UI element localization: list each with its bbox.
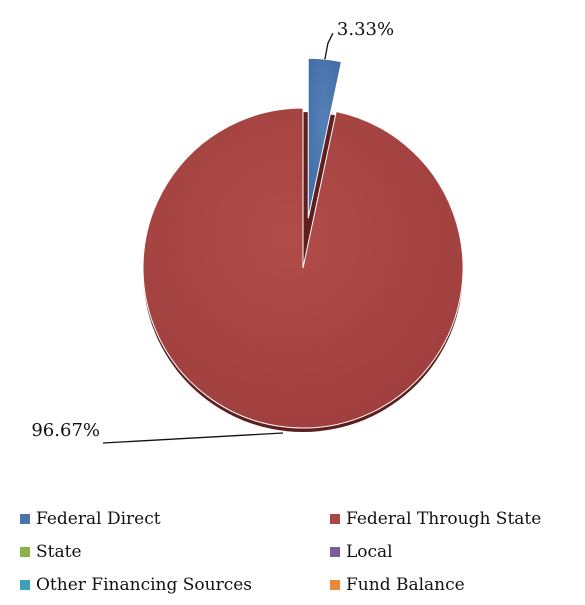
legend-label: Fund Balance <box>346 575 465 595</box>
legend-label: State <box>36 542 82 562</box>
legend-item-local: Local <box>330 541 585 563</box>
pie-slice-federal-through-state <box>142 107 464 429</box>
data-label-federal-through-state: 96.67% <box>31 420 100 441</box>
legend-item-fund-balance: Fund Balance <box>330 574 585 596</box>
leader-line-federal-direct <box>324 32 334 60</box>
legend-item-state: State <box>20 541 330 563</box>
legend-swatch <box>330 514 340 524</box>
pie-slice-federal-direct <box>307 57 343 219</box>
legend-item-federal-direct: Federal Direct <box>20 508 330 530</box>
legend-swatch <box>20 547 30 557</box>
data-label-federal-direct: 3.33% <box>337 19 394 40</box>
legend-item-federal-through-state: Federal Through State <box>330 508 585 530</box>
legend-swatch <box>330 547 340 557</box>
legend-swatch <box>20 514 30 524</box>
legend-label: Federal Direct <box>36 509 161 529</box>
pie-slices <box>142 57 464 432</box>
leader-line-federal-through-state <box>102 432 284 444</box>
legend-swatch <box>330 580 340 590</box>
pie-plot-area: 3.33% 96.67% <box>31 19 464 444</box>
legend-label: Federal Through State <box>346 509 542 529</box>
legend-label: Local <box>346 542 393 562</box>
legend-swatch <box>20 580 30 590</box>
pie-data-labels: 3.33% 96.67% <box>31 19 394 444</box>
chart-legend: Federal Direct Federal Through State State… <box>20 508 585 596</box>
legend-item-other-financing-sources: Other Financing Sources <box>20 574 330 596</box>
legend-label: Other Financing Sources <box>36 575 253 595</box>
